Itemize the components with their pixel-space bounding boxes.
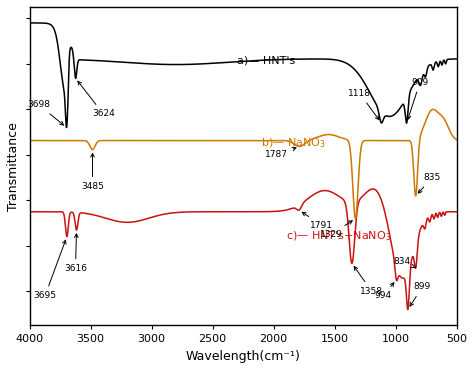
Text: 1358: 1358 [354, 266, 383, 296]
Text: 1118: 1118 [348, 89, 379, 120]
Text: a)— HNT's: a)— HNT's [237, 56, 295, 66]
Text: 909: 909 [407, 78, 428, 119]
Y-axis label: Transmittance: Transmittance [7, 122, 20, 211]
Text: 1329: 1329 [320, 221, 352, 239]
Text: c)— HNT's+NaNO$_3$: c)— HNT's+NaNO$_3$ [286, 229, 391, 243]
X-axis label: Wavelength(cm⁻¹): Wavelength(cm⁻¹) [186, 350, 301, 363]
Text: 1787: 1787 [265, 147, 296, 159]
Text: 899: 899 [410, 282, 431, 306]
Text: 3485: 3485 [81, 154, 104, 191]
Text: 1791: 1791 [302, 212, 333, 230]
Text: 3695: 3695 [34, 240, 66, 300]
Text: 3698: 3698 [27, 100, 64, 125]
Text: 835: 835 [418, 173, 441, 193]
Text: 3616: 3616 [64, 234, 87, 273]
Text: 834: 834 [393, 257, 416, 268]
Text: b)— NaNO$_3$: b)— NaNO$_3$ [261, 136, 326, 149]
Text: 3624: 3624 [78, 81, 115, 118]
Text: 994: 994 [375, 283, 394, 300]
